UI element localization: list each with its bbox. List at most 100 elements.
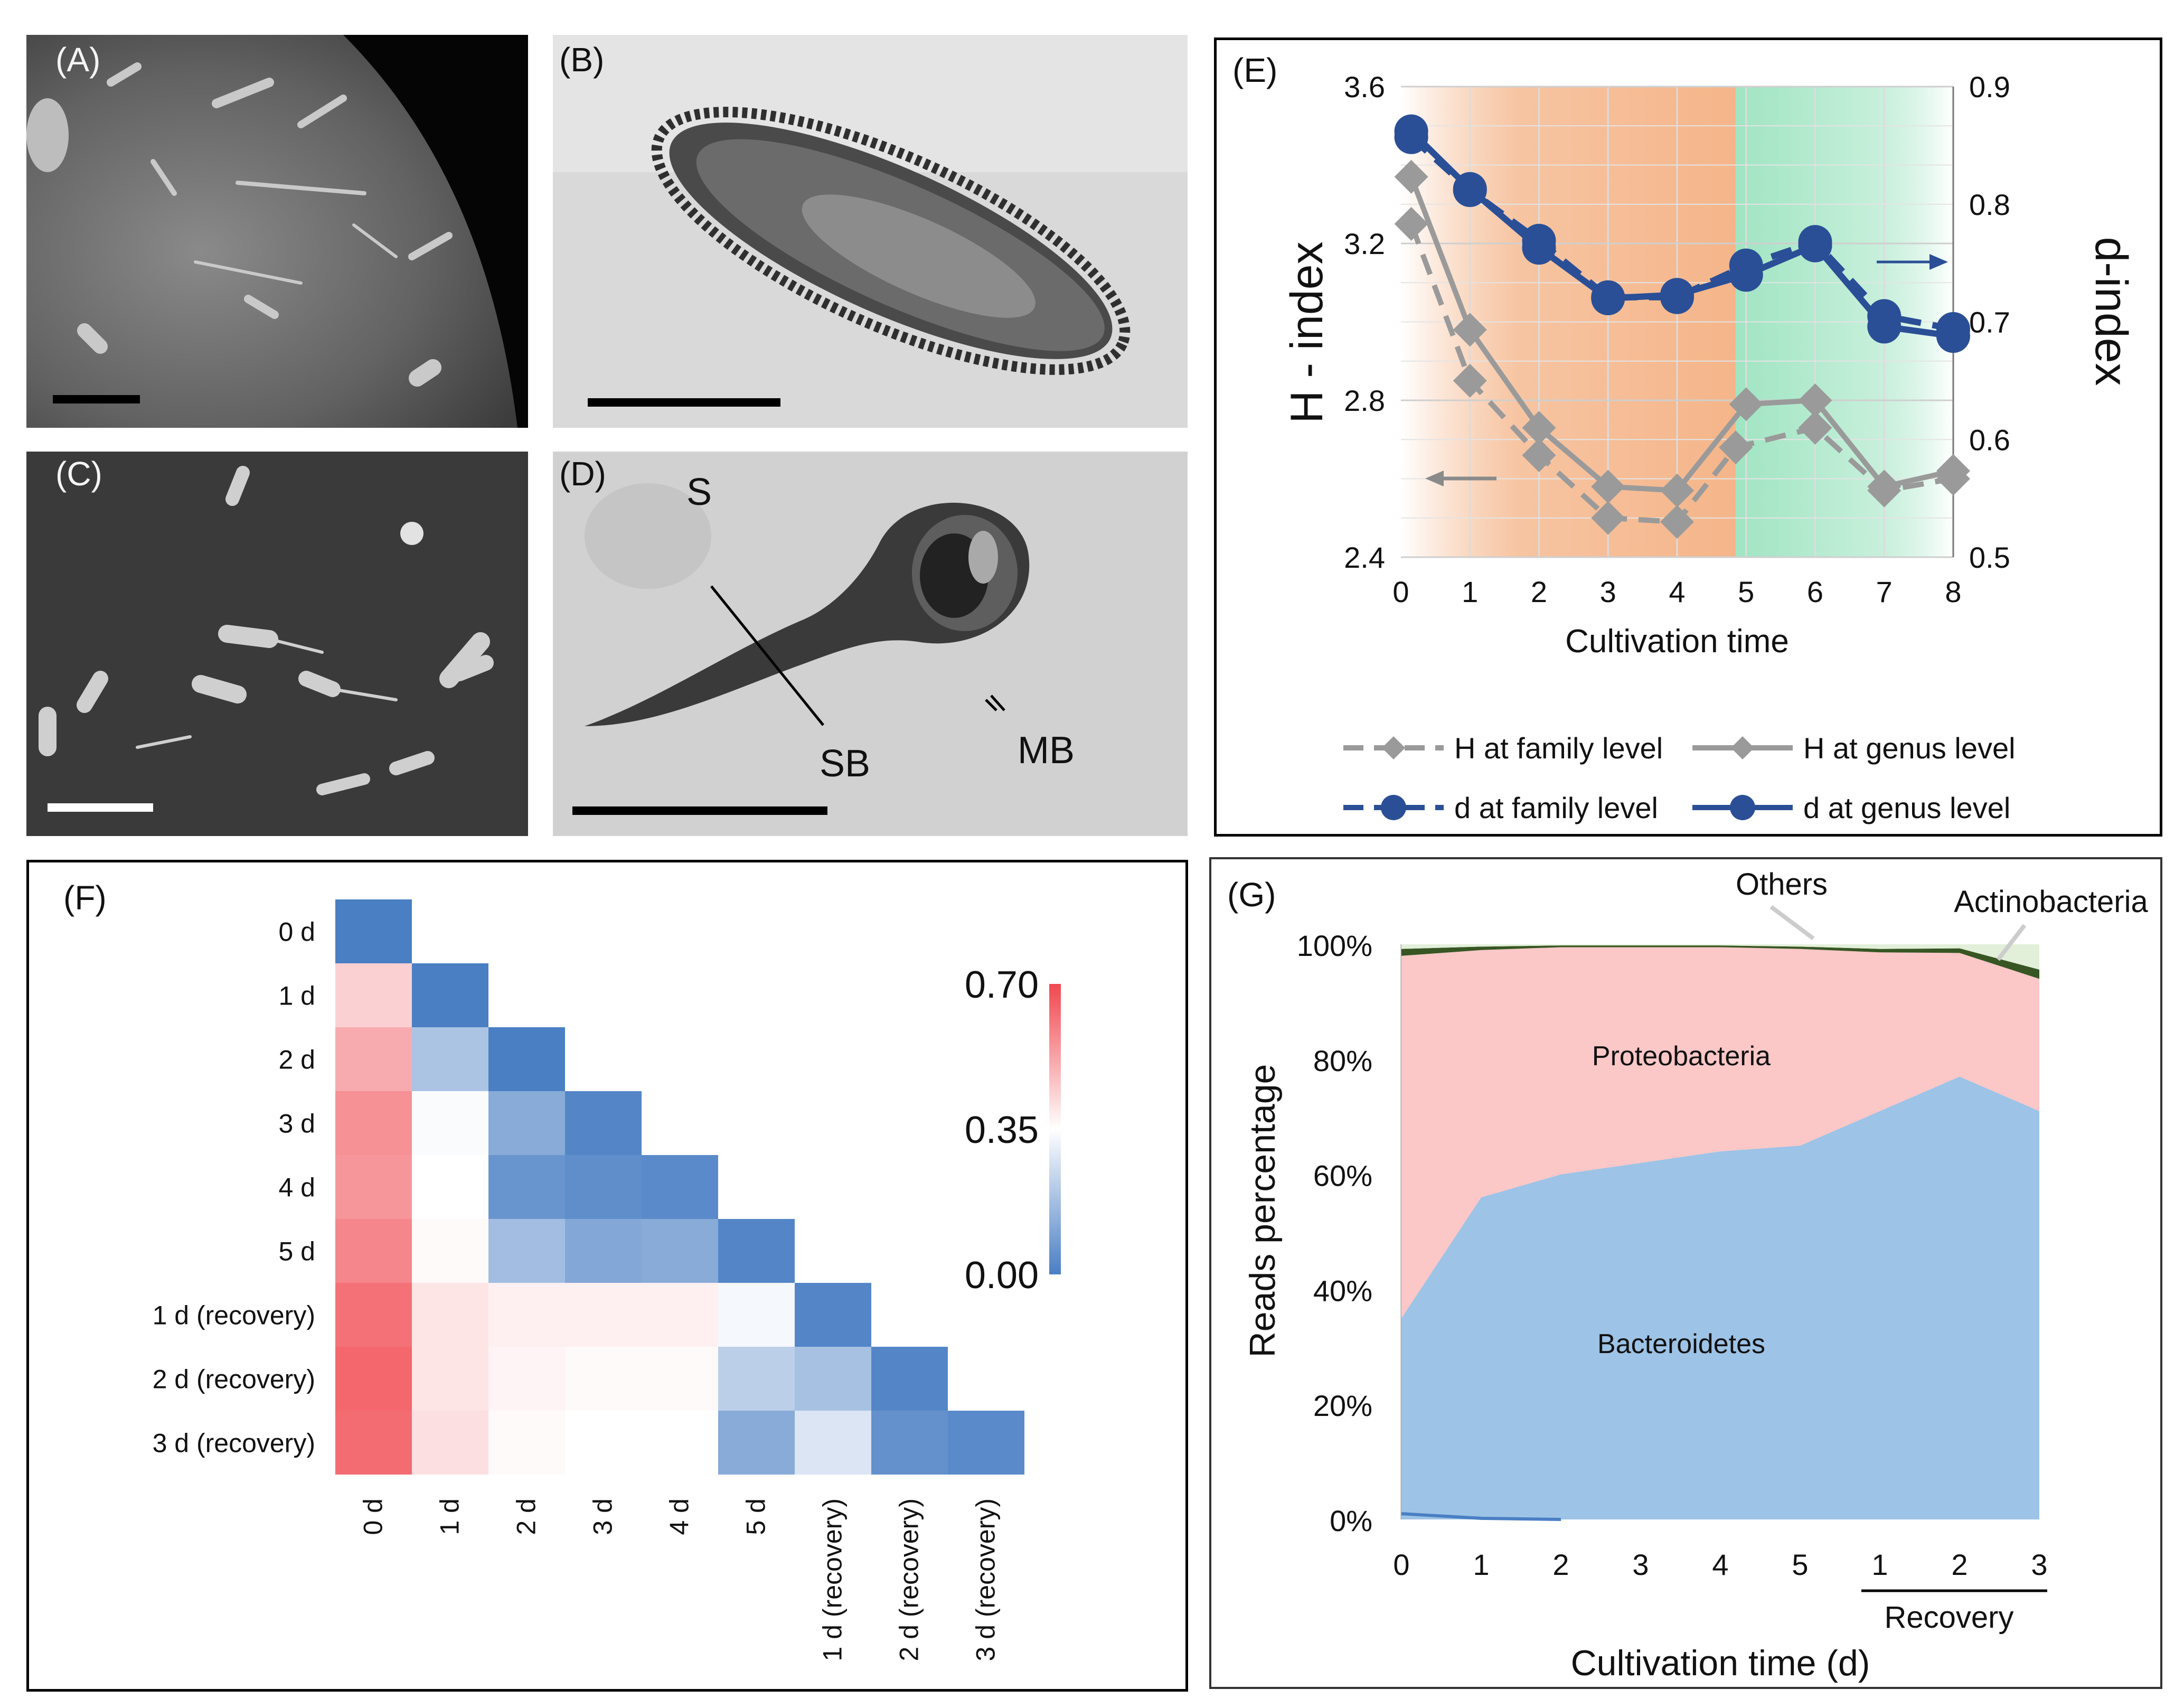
y-right-tick-label: 0.9 <box>1969 70 2010 104</box>
heatmap-cell <box>565 1155 642 1219</box>
y-left-tick-label: 2.8 <box>1344 384 1385 417</box>
data-point <box>1660 473 1694 508</box>
panel-a-label: (A) <box>55 41 101 79</box>
heatmap-cell <box>565 1283 642 1347</box>
column-label: 0 d <box>359 1498 388 1535</box>
y-left-axis-title: H - index <box>1282 241 1332 423</box>
column-label: 1 d <box>435 1498 465 1535</box>
annotation-others-pointer <box>1769 905 1815 941</box>
heatmap-cell <box>871 1347 948 1411</box>
heatmap-cell <box>565 1411 642 1475</box>
panel-b-micrograph: (B) <box>553 35 1188 428</box>
data-point <box>1453 363 1487 398</box>
x-tick-label: 7 <box>1876 575 1893 608</box>
data-point <box>1719 430 1753 465</box>
y-tick-label: 60% <box>1313 1159 1372 1193</box>
data-point <box>1453 172 1487 206</box>
y-tick-label: 40% <box>1313 1274 1372 1307</box>
heatmap-cell <box>488 1411 565 1475</box>
right-axis-arrowhead <box>1929 254 1948 270</box>
panel-f-frame: 0 d 1 d 2 d 3 d 4 d 5 d 1 d (recovery) 2 d (rec… <box>26 860 1188 1692</box>
legend-label: H at family level <box>1454 731 1663 765</box>
x-tick-label: 8 <box>1945 575 1961 608</box>
data-point <box>1591 501 1625 535</box>
panel-d-label: (D) <box>559 455 606 493</box>
panel-g-area-chart: 0% 20% 40% 60% 80% 100% 0 1 2 3 4 5 1 2 3 Recovery Culti… <box>1242 867 2149 1683</box>
data-point <box>1798 383 1832 417</box>
x-tick-label: 3 <box>1600 575 1616 608</box>
area-proteobacteria <box>1401 947 2039 1318</box>
y-left-tick-label: 3.2 <box>1344 227 1385 260</box>
row-label: 1 d (recovery) <box>153 1301 315 1330</box>
annotation-actinobacteria-pointer <box>1996 924 2027 961</box>
y-tick-label: 80% <box>1313 1044 1372 1077</box>
panel-c-micrograph: (C) <box>26 452 528 836</box>
column-label: 2 d (recovery) <box>895 1498 924 1661</box>
panel-f-heatmap: 0 d 1 d 2 d 3 d 4 d 5 d 1 d (recovery) 2 d (rec… <box>153 899 1061 1661</box>
area-others <box>1401 944 2039 970</box>
panel-d-image <box>553 452 1188 836</box>
heatmap-cell <box>335 1091 412 1155</box>
heatmap-cell <box>335 1347 412 1411</box>
heatmap-cell <box>795 1347 871 1411</box>
heatmap-cell <box>642 1219 718 1283</box>
heatmap-cell <box>412 963 488 1027</box>
data-point <box>1394 207 1428 241</box>
heatmap-cell <box>565 1219 642 1283</box>
legend-swatch-marker <box>1381 795 1406 820</box>
panel-d-scale-bar <box>572 806 827 815</box>
heatmap-cell <box>412 1091 488 1155</box>
heatmap-cell <box>718 1283 795 1347</box>
heatmap-cell <box>335 1411 412 1475</box>
heatmap-cell <box>412 1283 488 1347</box>
column-label: 4 d <box>665 1498 694 1535</box>
panel-g-frame: 0% 20% 40% 60% 80% 100% 0 1 2 3 4 5 1 2 3 Recovery Culti… <box>1209 857 2162 1689</box>
data-point <box>1660 505 1694 539</box>
panel-e-line-chart: 2.4 2.8 3.2 3.6 0.5 0.6 0.7 0.8 0.9 0 1 2 3 4 5 6 7 8 Cult… <box>1282 70 2136 824</box>
colorbar-tick-label: 0.70 <box>965 964 1039 1006</box>
panel-c-image <box>26 452 528 836</box>
recovery-label: Recovery <box>1885 1600 2014 1635</box>
column-label: 5 d <box>741 1498 771 1535</box>
heatmap-cell <box>412 1219 488 1283</box>
heatmap-cell <box>412 1411 488 1475</box>
column-label: 2 d <box>512 1498 541 1535</box>
data-point <box>1660 278 1694 312</box>
y-tick-label: 0% <box>1330 1504 1372 1537</box>
column-label: 3 d (recovery) <box>971 1498 1001 1661</box>
x-tick-label: 1 <box>1473 1548 1489 1581</box>
heatmap-cell <box>488 1347 565 1411</box>
x-tick-label: 0 <box>1392 575 1409 608</box>
heatmap-cell <box>335 1283 412 1347</box>
x-tick-label: 1 <box>1871 1548 1888 1581</box>
data-point <box>1522 231 1556 265</box>
panel-c-scale-bar <box>48 803 153 812</box>
y-right-tick-label: 0.7 <box>1969 306 2010 339</box>
x-tick-label: 2 <box>1951 1548 1968 1581</box>
data-point <box>1453 313 1487 347</box>
data-point <box>1867 309 1901 344</box>
heatmap-cell <box>642 1347 718 1411</box>
x-tick-label: 0 <box>1393 1548 1409 1581</box>
column-label: 3 d <box>588 1498 618 1535</box>
panel-a-micrograph: (A) <box>26 35 528 428</box>
area-bacteroidetes <box>1401 1076 2039 1519</box>
data-point <box>1729 387 1763 421</box>
left-axis-arrowhead <box>1425 471 1444 486</box>
data-point <box>1394 159 1428 194</box>
y-axis-title: Reads percentage <box>1242 1064 1283 1358</box>
y-right-tick-label: 0.5 <box>1969 541 2010 574</box>
legend-swatch-marker <box>1730 795 1755 820</box>
x-tick-label: 2 <box>1552 1548 1569 1581</box>
panel-g-label: (G) <box>1227 876 1276 914</box>
panel-d-annotation-s: S <box>686 471 712 513</box>
panel-a-image <box>26 35 528 428</box>
row-label: 5 d <box>278 1237 315 1266</box>
annotation-others: Others <box>1736 867 1828 902</box>
row-label: 1 d <box>278 981 315 1011</box>
panel-e-label: (E) <box>1232 51 1278 89</box>
data-point <box>1798 228 1832 262</box>
annotation-bacteroidetes: Bacteroidetes <box>1597 1329 1765 1359</box>
colorbar-tick-label: 0.35 <box>965 1109 1039 1151</box>
heatmap-cell <box>488 1155 565 1219</box>
